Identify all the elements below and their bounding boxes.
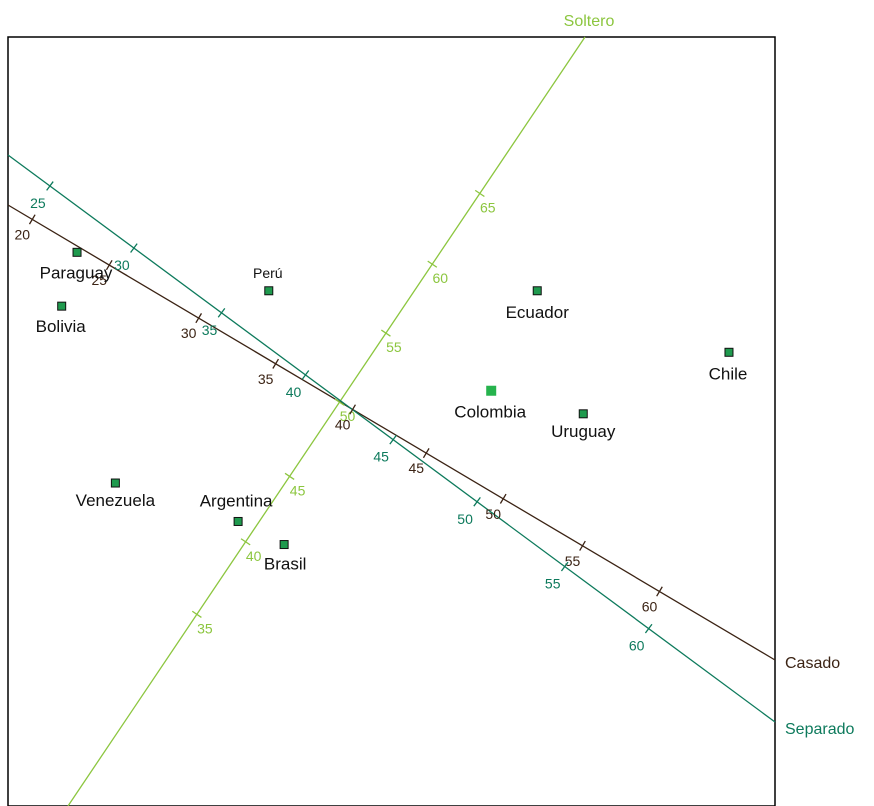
point-chile bbox=[724, 347, 734, 357]
tick-label-soltero-60: 60 bbox=[432, 270, 448, 286]
tick-label-soltero-45: 45 bbox=[290, 482, 306, 498]
point-label-venezuela: Venezuela bbox=[76, 491, 156, 510]
tick-separado-50 bbox=[473, 496, 481, 507]
point-colombia bbox=[486, 385, 497, 396]
tick-label-soltero-40: 40 bbox=[246, 548, 262, 564]
plot-frame bbox=[7, 36, 776, 806]
tick-casado-60 bbox=[656, 586, 663, 597]
point-brasil bbox=[279, 540, 289, 550]
tick-casado-20 bbox=[28, 214, 36, 225]
point-ecuador bbox=[532, 286, 542, 296]
point-paraguay bbox=[72, 247, 82, 257]
tick-soltero-55 bbox=[380, 329, 391, 337]
tick-label-casado-20: 20 bbox=[14, 226, 30, 242]
point-bolivia bbox=[57, 301, 67, 311]
point-label-peru: Perú bbox=[253, 265, 283, 281]
tick-label-separado-25: 25 bbox=[30, 195, 46, 211]
tick-soltero-45 bbox=[284, 472, 295, 480]
points-layer: Paraguay Bolivia Perú Ecuador Chile Colombia U… bbox=[36, 247, 748, 574]
axis-name-casado: Casado bbox=[785, 655, 840, 672]
tick-label-soltero-55: 55 bbox=[386, 339, 402, 355]
tick-soltero-60 bbox=[427, 260, 438, 268]
point-uruguay bbox=[578, 409, 588, 419]
tick-label-casado-45: 45 bbox=[408, 460, 424, 476]
tick-casado-30 bbox=[195, 313, 203, 324]
point-label-chile: Chile bbox=[709, 364, 748, 383]
point-argentina bbox=[233, 516, 243, 526]
tick-label-soltero-35: 35 bbox=[197, 620, 213, 636]
point-peru bbox=[264, 286, 274, 296]
tick-label-casado-55: 55 bbox=[565, 553, 581, 569]
axis-line-casado bbox=[7, 204, 776, 661]
tick-label-separado-30: 30 bbox=[114, 257, 130, 273]
point-label-brasil: Brasil bbox=[264, 555, 307, 574]
tick-label-separado-45: 45 bbox=[373, 449, 389, 465]
tick-separado-30 bbox=[130, 243, 138, 253]
point-label-bolivia: Bolivia bbox=[36, 317, 87, 336]
tick-casado-55 bbox=[579, 540, 586, 551]
tick-label-casado-60: 60 bbox=[642, 598, 658, 614]
tick-casado-40 bbox=[349, 404, 356, 415]
axes-layer: Soltero Casado Separado bbox=[7, 13, 854, 806]
tick-separado-35 bbox=[217, 308, 226, 318]
tick-label-casado-30: 30 bbox=[181, 325, 197, 341]
point-label-argentina: Argentina bbox=[200, 491, 273, 510]
tick-soltero-35 bbox=[191, 610, 202, 618]
tick-label-separado-50: 50 bbox=[457, 511, 473, 527]
point-label-paraguay: Paraguay bbox=[40, 263, 113, 282]
tick-label-separado-60: 60 bbox=[629, 638, 645, 654]
point-label-uruguay: Uruguay bbox=[551, 422, 616, 441]
tick-casado-45 bbox=[422, 448, 430, 459]
point-label-colombia: Colombia bbox=[454, 403, 526, 422]
tick-separado-25 bbox=[46, 181, 54, 191]
tick-separado-60 bbox=[644, 623, 653, 634]
tick-soltero-65 bbox=[474, 189, 485, 198]
point-venezuela bbox=[110, 478, 120, 488]
axis-name-separado: Separado bbox=[785, 721, 854, 738]
point-label-ecuador: Ecuador bbox=[506, 303, 570, 322]
tick-separado-40 bbox=[301, 370, 310, 380]
tick-label-soltero-65: 65 bbox=[480, 199, 496, 215]
tick-label-casado-40: 40 bbox=[335, 416, 351, 432]
ticks-layer: 3540455055606520253035404550556025303540… bbox=[14, 181, 663, 654]
tick-label-separado-55: 55 bbox=[545, 576, 561, 592]
axis-name-soltero: Soltero bbox=[564, 13, 615, 30]
axis-line-separado bbox=[7, 154, 776, 723]
axis-line-soltero bbox=[67, 36, 586, 806]
tick-label-separado-40: 40 bbox=[286, 384, 302, 400]
tick-label-casado-35: 35 bbox=[258, 371, 274, 387]
tick-separado-55 bbox=[560, 561, 569, 572]
tick-casado-50 bbox=[499, 493, 507, 504]
tick-separado-45 bbox=[389, 434, 397, 445]
tick-casado-25 bbox=[105, 260, 113, 271]
tick-casado-35 bbox=[272, 358, 280, 369]
tick-soltero-40 bbox=[240, 538, 251, 546]
tick-label-casado-50: 50 bbox=[485, 506, 501, 522]
tick-label-separado-35: 35 bbox=[202, 322, 218, 338]
tick-soltero-50 bbox=[334, 398, 345, 406]
tick-label-casado-25: 25 bbox=[91, 272, 107, 288]
